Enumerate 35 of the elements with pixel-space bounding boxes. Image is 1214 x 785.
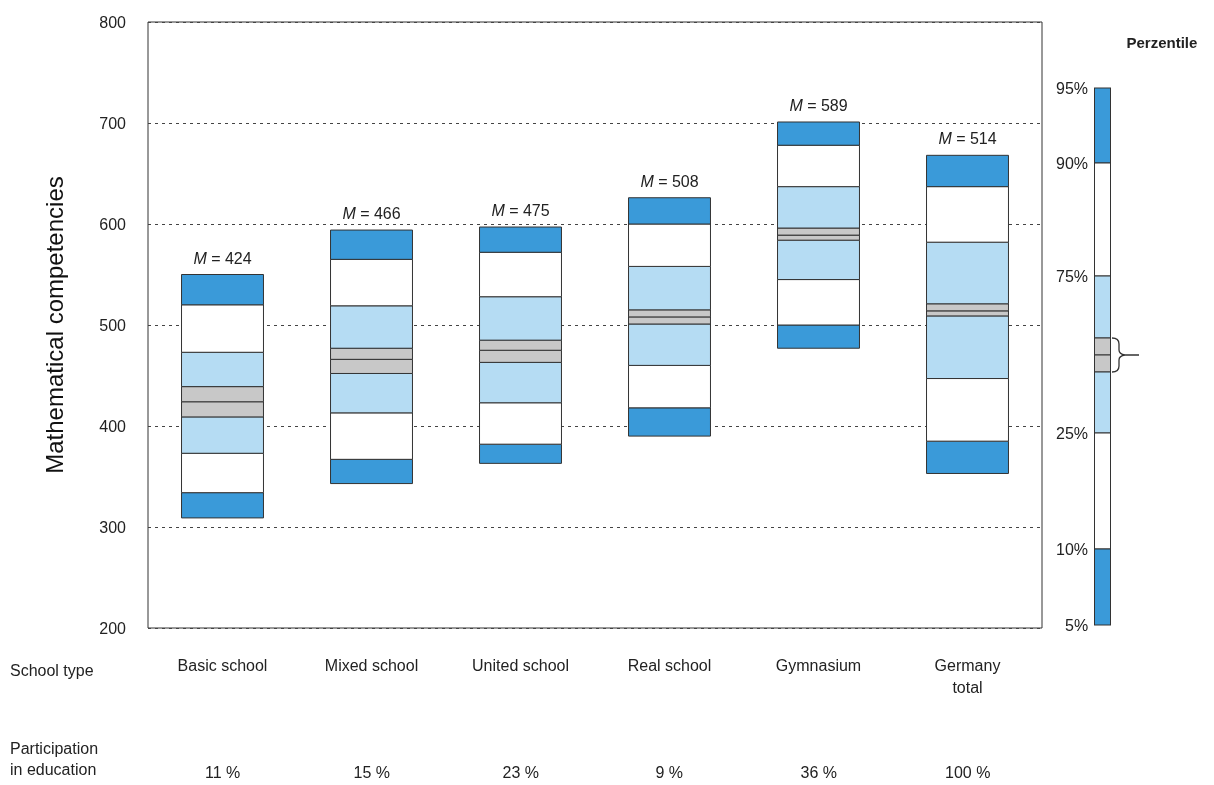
annotation: M = 424 — [193, 249, 252, 267]
text: 95% — [1056, 79, 1089, 99]
text: 9 % — [655, 763, 684, 783]
annotation: M = 514 — [938, 130, 997, 148]
text: 90% — [1056, 154, 1089, 174]
y-tick-label: 700 — [99, 114, 127, 132]
y-tick-label: 200 — [99, 619, 127, 637]
y-tick-label: 500 — [99, 316, 127, 334]
text: Participation in education — [10, 739, 99, 780]
y-tick-label: 400 — [99, 417, 127, 435]
text: 11 % — [205, 763, 241, 783]
annotation: M = 466 — [342, 205, 401, 223]
text: 23 % — [502, 763, 539, 783]
x-tick-label: Gymnasium — [775, 656, 862, 674]
x-tick-label: United school — [472, 656, 569, 674]
text: 25% — [1056, 424, 1089, 444]
y-tick-label: 300 — [99, 518, 127, 536]
y-tick-label: 800 — [99, 13, 127, 31]
text: 15 % — [353, 763, 390, 783]
annotation: M = 475 — [491, 202, 550, 220]
y-axis-title: Mathematical competencies — [40, 176, 68, 474]
annotation: M = 508 — [640, 172, 699, 190]
x-tick-label: Real school — [627, 656, 712, 674]
x-tick-label: Mixed school — [324, 656, 419, 674]
y-tick-label: 600 — [99, 215, 127, 233]
text: 10% — [1056, 540, 1089, 560]
x-tick-label: Basic school — [177, 656, 268, 674]
x-tick-label: Germany total — [934, 656, 1001, 696]
text: 75% — [1056, 267, 1089, 287]
annotation: M = 589 — [789, 96, 848, 114]
legend-title: Perzentile — [1126, 33, 1198, 53]
text: 36 % — [800, 763, 837, 783]
x-axis-title: School type — [10, 661, 94, 681]
text: 5% — [1065, 616, 1089, 636]
text: 100 % — [945, 763, 991, 783]
